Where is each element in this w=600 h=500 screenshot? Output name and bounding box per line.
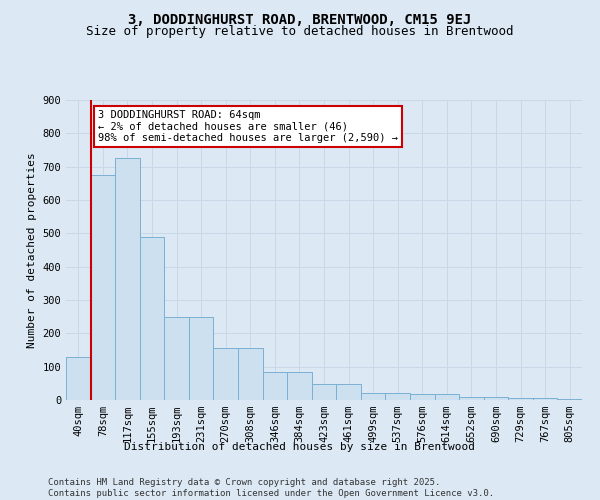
Bar: [115, 158, 140, 400]
Text: Distribution of detached houses by size in Brentwood: Distribution of detached houses by size …: [125, 442, 476, 452]
Bar: [91, 175, 115, 400]
Bar: [164, 316, 189, 400]
Bar: [533, 398, 557, 400]
Bar: [214, 348, 238, 400]
Bar: [140, 236, 164, 400]
Bar: [312, 384, 336, 400]
Bar: [361, 394, 385, 400]
Y-axis label: Number of detached properties: Number of detached properties: [27, 152, 37, 348]
Text: 3 DODDINGHURST ROAD: 64sqm
← 2% of detached houses are smaller (46)
98% of semi-: 3 DODDINGHURST ROAD: 64sqm ← 2% of detac…: [98, 110, 398, 143]
Bar: [459, 396, 484, 400]
Bar: [336, 384, 361, 400]
Bar: [238, 348, 263, 400]
Bar: [189, 316, 214, 400]
Text: Size of property relative to detached houses in Brentwood: Size of property relative to detached ho…: [86, 25, 514, 38]
Bar: [410, 394, 434, 400]
Bar: [287, 372, 312, 400]
Bar: [434, 394, 459, 400]
Bar: [263, 372, 287, 400]
Bar: [508, 398, 533, 400]
Text: Contains HM Land Registry data © Crown copyright and database right 2025.
Contai: Contains HM Land Registry data © Crown c…: [48, 478, 494, 498]
Bar: [484, 396, 508, 400]
Bar: [385, 394, 410, 400]
Bar: [66, 356, 91, 400]
Text: 3, DODDINGHURST ROAD, BRENTWOOD, CM15 9EJ: 3, DODDINGHURST ROAD, BRENTWOOD, CM15 9E…: [128, 12, 472, 26]
